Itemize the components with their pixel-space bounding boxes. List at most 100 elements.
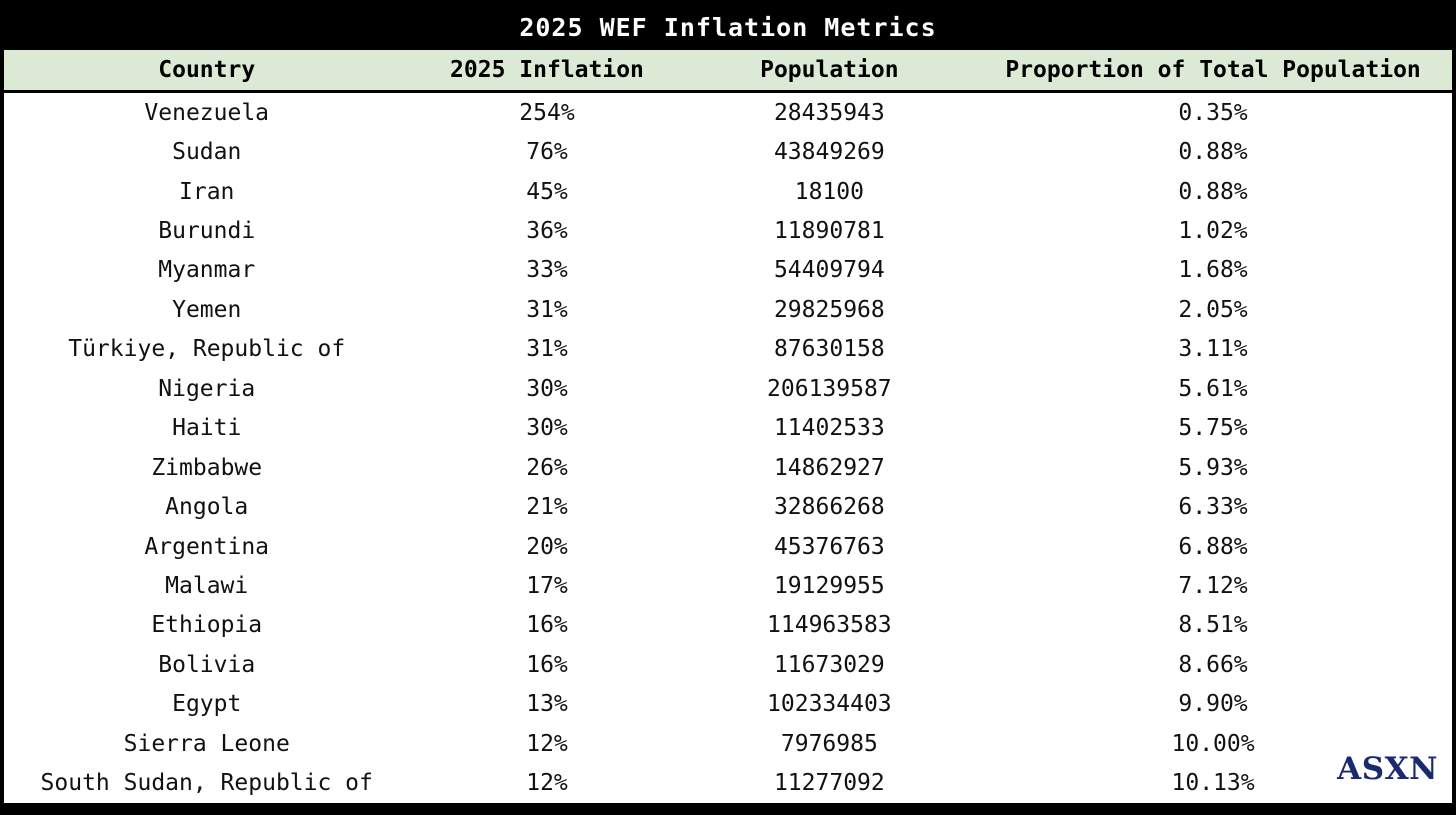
cell-country: Malawi (165, 572, 249, 599)
cell-inflation: 33% (526, 257, 568, 284)
cell-population: 45376763 (773, 533, 885, 560)
cell-inflation: 36% (526, 218, 568, 245)
cell-population: 11673029 (773, 651, 885, 678)
cell-inflation: 45% (526, 178, 568, 205)
cell-country: Haiti (172, 415, 242, 442)
cell-country: Zimbabwe (151, 454, 263, 481)
cell-inflation: 254% (519, 99, 575, 126)
cell-population: 19129955 (773, 572, 885, 599)
table-row: Burundi 36% 11890781 1.02% (4, 211, 1452, 250)
cell-country: Iran (179, 178, 235, 205)
cell-population: 11277092 (773, 770, 885, 797)
cell-inflation: 16% (526, 651, 568, 678)
cell-population: 28435943 (773, 99, 885, 126)
cell-inflation: 21% (526, 494, 568, 521)
table-row: Zimbabwe 26% 14862927 5.93% (4, 448, 1452, 487)
cell-proportion: 5.93% (1178, 454, 1248, 481)
table-row: Ethiopia 16% 114963583 8.51% (4, 606, 1452, 645)
cell-proportion: 0.88% (1178, 139, 1248, 166)
cell-proportion: 0.35% (1178, 99, 1248, 126)
cell-country: Myanmar (158, 257, 256, 284)
table-row: Sierra Leone 12% 7976985 10.00% (4, 724, 1452, 763)
cell-country: Sudan (172, 139, 242, 166)
cell-proportion: 1.68% (1178, 257, 1248, 284)
cell-population: 43849269 (773, 139, 885, 166)
cell-population: 114963583 (767, 612, 892, 639)
cell-proportion: 10.13% (1171, 770, 1255, 797)
cell-inflation: 26% (526, 454, 568, 481)
table-row: Iran 45% 18100 0.88% (4, 172, 1452, 211)
cell-country: Sierra Leone (123, 730, 290, 757)
table-row: Malawi 17% 19129955 7.12% (4, 566, 1452, 605)
table-row: Nigeria 30% 206139587 5.61% (4, 369, 1452, 408)
cell-population: 206139587 (767, 375, 892, 402)
cell-inflation: 13% (526, 691, 568, 718)
table-row: Haiti 30% 11402533 5.75% (4, 409, 1452, 448)
cell-country: Egypt (172, 691, 242, 718)
cell-country: Argentina (144, 533, 270, 560)
cell-inflation: 30% (526, 415, 568, 442)
cell-population: 7976985 (780, 730, 878, 757)
column-header-country: Country (158, 57, 256, 83)
table-row: Argentina 20% 45376763 6.88% (4, 527, 1452, 566)
cell-proportion: 1.02% (1178, 218, 1248, 245)
table-body: Venezuela 254% 28435943 0.35% Sudan 76% 438492… (4, 93, 1452, 803)
table-row: Türkiye, Republic of 31% 87630158 3.11% (4, 330, 1452, 369)
cell-proportion: 6.88% (1178, 533, 1248, 560)
cell-inflation: 12% (526, 730, 568, 757)
cell-proportion: 7.12% (1178, 572, 1248, 599)
asxn-logo: ASXN (1337, 751, 1438, 787)
cell-proportion: 3.11% (1178, 336, 1248, 363)
cell-population: 32866268 (773, 494, 885, 521)
cell-inflation: 17% (526, 572, 568, 599)
cell-country: Angola (165, 494, 249, 521)
cell-country: Venezuela (144, 99, 270, 126)
table-row: Yemen 31% 29825968 2.05% (4, 290, 1452, 329)
cell-proportion: 8.51% (1178, 612, 1248, 639)
cell-country: Nigeria (158, 375, 256, 402)
cell-country: South Sudan, Republic of (40, 770, 373, 797)
cell-inflation: 31% (526, 296, 568, 323)
cell-proportion: 2.05% (1178, 296, 1248, 323)
cell-population: 14862927 (773, 454, 885, 481)
cell-country: Ethiopia (151, 612, 263, 639)
table-row: Venezuela 254% 28435943 0.35% (4, 93, 1452, 132)
table-title-bar: 2025 WEF Inflation Metrics (4, 4, 1452, 50)
cell-population: 11890781 (773, 218, 885, 245)
table-row: Angola 21% 32866268 6.33% (4, 487, 1452, 526)
cell-country: Türkiye, Republic of (68, 336, 346, 363)
cell-inflation: 30% (526, 375, 568, 402)
column-header-inflation: 2025 Inflation (450, 57, 644, 83)
cell-proportion: 6.33% (1178, 494, 1248, 521)
table-row: Egypt 13% 102334403 9.90% (4, 685, 1452, 724)
cell-inflation: 16% (526, 612, 568, 639)
cell-inflation: 12% (526, 770, 568, 797)
cell-proportion: 9.90% (1178, 691, 1248, 718)
table-row: Sudan 76% 43849269 0.88% (4, 132, 1452, 171)
cell-population: 102334403 (767, 691, 892, 718)
cell-country: Bolivia (158, 651, 256, 678)
cell-proportion: 5.75% (1178, 415, 1248, 442)
cell-proportion: 8.66% (1178, 651, 1248, 678)
cell-country: Burundi (158, 218, 256, 245)
cell-inflation: 31% (526, 336, 568, 363)
table-header-row: Country 2025 Inflation Population Propor… (4, 50, 1452, 93)
cell-proportion: 5.61% (1178, 375, 1248, 402)
cell-population: 87630158 (773, 336, 885, 363)
table-row: Myanmar 33% 54409794 1.68% (4, 251, 1452, 290)
column-header-proportion: Proportion of Total Population (1005, 57, 1421, 83)
cell-population: 54409794 (773, 257, 885, 284)
column-header-population: Population (760, 57, 899, 83)
table-row: Bolivia 16% 11673029 8.66% (4, 645, 1452, 684)
cell-country: Yemen (172, 296, 242, 323)
cell-population: 11402533 (773, 415, 885, 442)
cell-proportion: 10.00% (1171, 730, 1255, 757)
cell-population: 29825968 (773, 296, 885, 323)
cell-population: 18100 (794, 178, 864, 205)
table-title: 2025 WEF Inflation Metrics (519, 12, 937, 42)
cell-inflation: 76% (526, 139, 568, 166)
cell-proportion: 0.88% (1178, 178, 1248, 205)
cell-inflation: 20% (526, 533, 568, 560)
table-row: South Sudan, Republic of 12% 11277092 10.13… (4, 763, 1452, 802)
